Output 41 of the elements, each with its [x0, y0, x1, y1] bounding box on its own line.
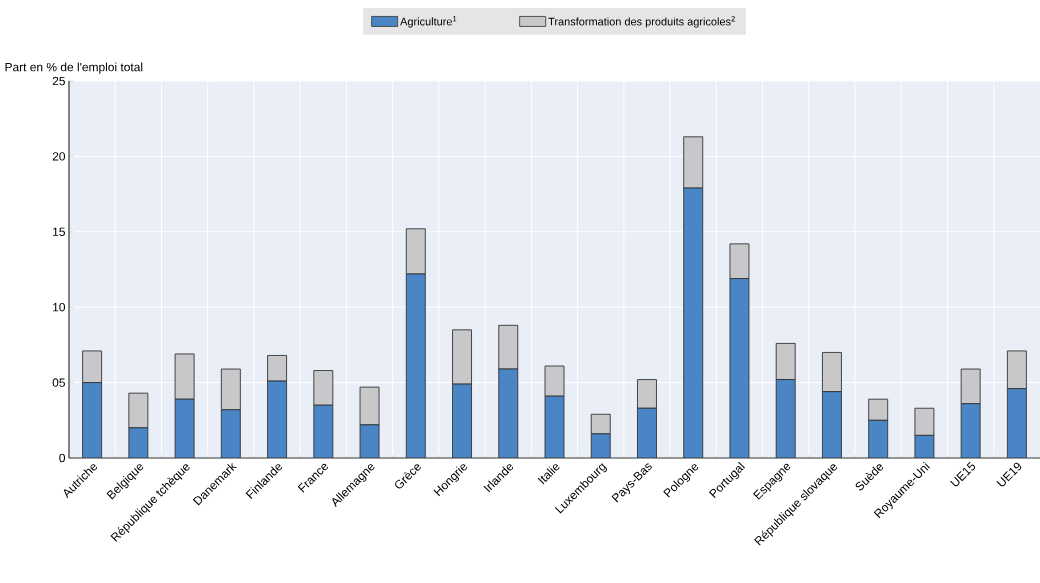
bar	[960, 368, 981, 405]
y-tick-label: 05	[52, 378, 65, 387]
bar	[221, 409, 241, 458]
bar	[313, 405, 333, 458]
bar	[637, 408, 657, 458]
y-tick-label: 25	[52, 76, 65, 86]
bar	[452, 329, 472, 385]
bar	[961, 403, 981, 458]
bar	[498, 369, 518, 458]
bar	[775, 342, 796, 381]
bar	[544, 365, 565, 397]
bar	[868, 398, 889, 421]
bar	[776, 379, 796, 458]
bar	[267, 381, 287, 458]
bar	[498, 324, 519, 370]
bar	[82, 382, 102, 458]
y-tick-label: 0	[59, 453, 66, 463]
bar	[128, 392, 149, 429]
bar	[267, 355, 288, 382]
bar	[220, 368, 241, 411]
bar	[452, 384, 472, 458]
bar	[313, 370, 334, 406]
bar	[683, 188, 703, 458]
y-tick-label: 10	[53, 302, 66, 312]
bar	[405, 228, 426, 275]
bar	[729, 243, 750, 279]
bar	[868, 420, 888, 458]
y-axis-title: Part en % de l'emploi total	[5, 62, 143, 74]
bar	[590, 413, 611, 435]
bar	[1006, 388, 1027, 458]
bar	[174, 353, 195, 400]
bar	[822, 391, 842, 458]
bar	[821, 351, 842, 393]
bar	[637, 379, 657, 409]
legend-label: Agriculture$^{1}$	[400, 16, 457, 28]
y-tick-label: 15	[53, 227, 65, 236]
bar	[406, 274, 426, 458]
y-tick-label: 20	[52, 152, 66, 161]
legend-label: Transformation des produits agricoles$^{2}$	[548, 16, 735, 28]
bar	[359, 386, 380, 426]
bar	[914, 407, 935, 436]
